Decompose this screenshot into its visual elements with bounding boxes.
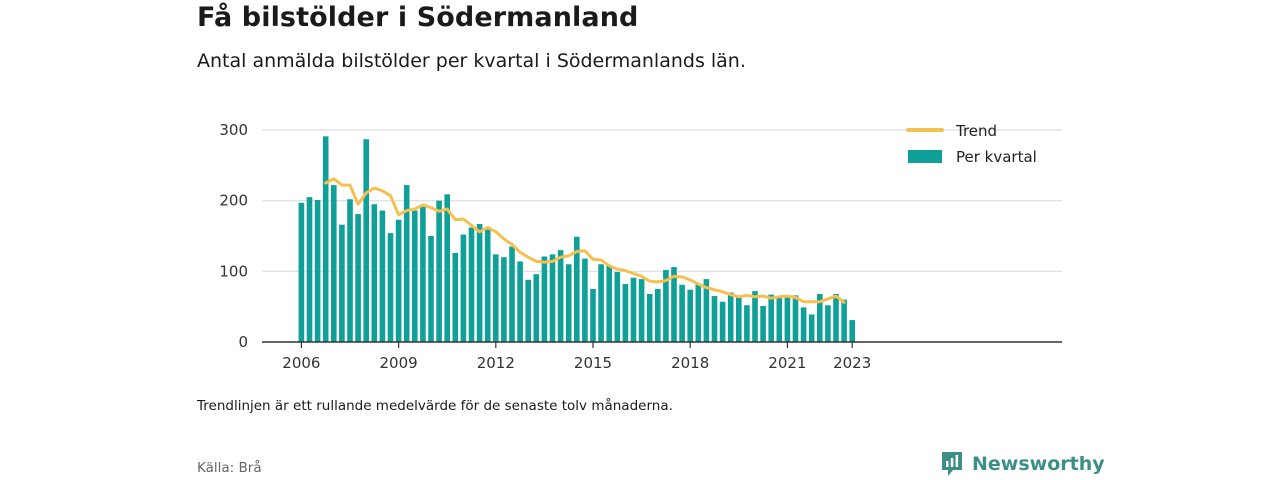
- x-tick-label: 2006: [282, 354, 320, 372]
- bar-q31: [541, 256, 548, 342]
- bar-q66: [825, 305, 831, 342]
- bar-q11: [379, 210, 386, 342]
- bar-q35: [574, 236, 580, 342]
- bar-q30: [533, 274, 540, 342]
- bar-q57: [752, 291, 758, 342]
- y-axis-ticks: 0 100 200 300: [219, 121, 248, 351]
- bar-q28: [517, 261, 523, 342]
- legend: Trend Per kvartal: [906, 122, 1037, 166]
- bar-q46: [663, 269, 669, 342]
- bar-q40: [614, 272, 621, 342]
- trend-line-group: [324, 177, 846, 304]
- bar-q3: [314, 199, 321, 342]
- x-tick-label: 2012: [477, 354, 515, 372]
- bar-q20: [452, 252, 459, 342]
- bar-q53: [719, 301, 726, 342]
- y-tick-label: 0: [238, 333, 248, 351]
- x-tick-label: 2018: [671, 354, 709, 372]
- x-axis-ticks: 2006 2009 2012 2015 2018 2021 2023: [282, 342, 871, 372]
- y-tick-label: 300: [219, 121, 248, 139]
- legend-bar-label: Per kvartal: [956, 148, 1037, 166]
- bar-q60: [776, 296, 783, 342]
- x-tick-label: 2021: [768, 354, 806, 372]
- chart-note: Trendlinjen är ett rullande medelvärde f…: [197, 398, 673, 414]
- bar-q2: [306, 197, 313, 342]
- bar-q69: [849, 320, 855, 342]
- y-tick-label: 100: [219, 262, 248, 280]
- bar-q17: [428, 236, 434, 342]
- bar-q8: [355, 214, 361, 342]
- bar-q9: [363, 139, 369, 342]
- bar-q49: [687, 289, 693, 342]
- bar-q22: [468, 227, 475, 342]
- bar-q37: [590, 289, 596, 342]
- legend-bar-swatch: [908, 150, 942, 163]
- bar-q10: [371, 204, 378, 342]
- bar-q12: [387, 233, 394, 342]
- bar-q33: [557, 250, 564, 342]
- x-tick-label: 2023: [833, 354, 871, 372]
- bar-q42: [630, 277, 637, 342]
- bar-q26: [501, 257, 507, 342]
- brand-name: Newsworthy: [972, 453, 1105, 475]
- x-tick-label: 2015: [574, 354, 612, 372]
- bar-q39: [606, 264, 612, 342]
- bar-q55: [736, 296, 742, 342]
- bar-q23: [476, 223, 483, 342]
- bar-q44: [646, 293, 653, 342]
- bar-q1: [298, 202, 305, 342]
- bar-q25: [493, 254, 499, 342]
- bar-q59: [768, 294, 774, 342]
- bar-q65: [817, 293, 823, 342]
- bar-q58: [760, 305, 766, 342]
- bar-q24: [484, 228, 491, 342]
- bar-q68: [841, 299, 847, 342]
- bar-q41: [622, 284, 629, 342]
- y-tick-label: 200: [219, 192, 248, 210]
- bar-q27: [509, 246, 515, 342]
- bar-q56: [744, 305, 750, 342]
- newsworthy-logo-icon: [942, 452, 962, 476]
- bar-q21: [460, 234, 467, 342]
- bar-q6: [339, 224, 345, 342]
- bar-q62: [792, 295, 799, 342]
- trend-line: [324, 177, 846, 304]
- chart-subtitle: Antal anmälda bilstölder per kvartal i S…: [197, 50, 746, 72]
- bars: [298, 136, 855, 342]
- bar-q13: [395, 219, 402, 342]
- bar-q64: [808, 314, 815, 342]
- bar-q29: [525, 279, 531, 342]
- bar-q52: [711, 296, 718, 342]
- bar-q63: [800, 307, 807, 342]
- bar-q15: [412, 210, 418, 342]
- bar-q38: [598, 264, 604, 342]
- bar-q4: [322, 136, 329, 342]
- bar-q14: [403, 185, 410, 342]
- x-tick-label: 2009: [380, 354, 418, 372]
- chart-title: Få bilstölder i Södermanland: [197, 2, 639, 33]
- bar-q18: [436, 200, 442, 342]
- bar-q51: [703, 279, 710, 342]
- bar-q5: [331, 185, 337, 342]
- brand-logo: Newsworthy: [940, 449, 1105, 479]
- legend-trend-label: Trend: [955, 122, 997, 140]
- chart-source: Källa: Brå: [197, 460, 262, 476]
- bar-q67: [833, 293, 839, 342]
- bar-q7: [347, 199, 353, 342]
- bar-q50: [695, 284, 702, 342]
- bar-q45: [655, 289, 661, 342]
- bar-q48: [679, 284, 685, 342]
- bar-q16: [420, 204, 426, 342]
- bar-q34: [565, 264, 572, 342]
- bar-q19: [444, 194, 450, 342]
- bar-q54: [727, 292, 734, 342]
- bar-q61: [784, 297, 791, 342]
- bar-q32: [549, 254, 556, 342]
- bar-q43: [638, 279, 645, 342]
- bar-q47: [671, 267, 677, 342]
- bar-q36: [582, 258, 588, 342]
